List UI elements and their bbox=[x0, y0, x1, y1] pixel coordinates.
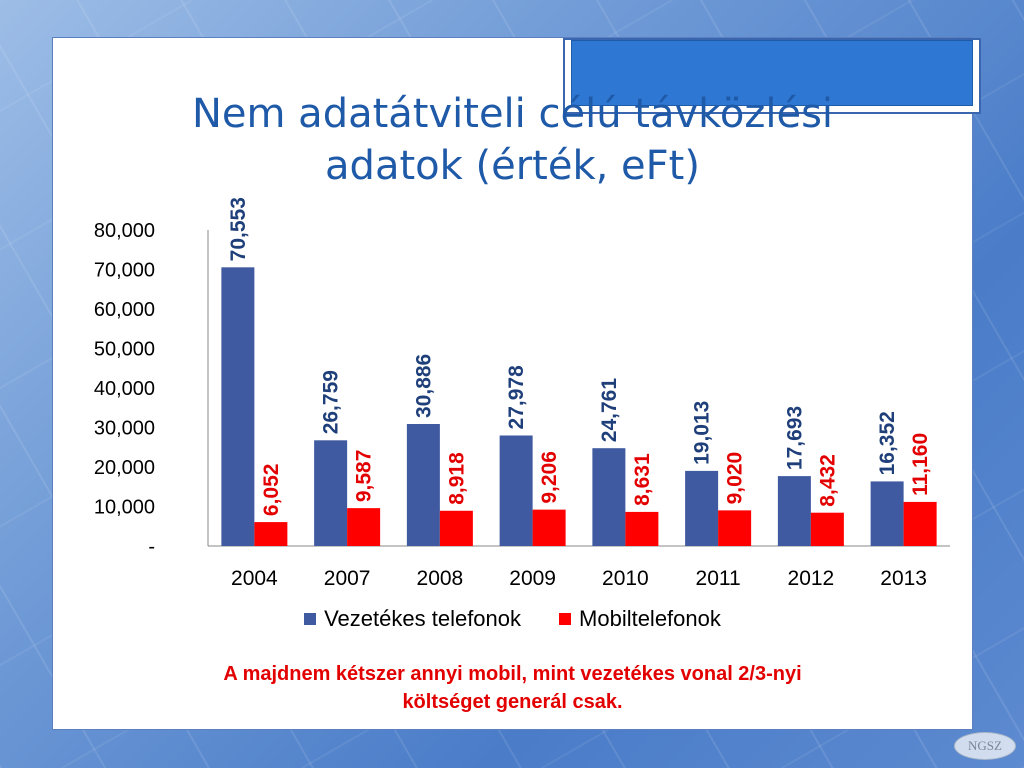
bar-mobile bbox=[718, 510, 752, 546]
legend-swatch-mobile bbox=[559, 613, 572, 625]
y-tick-label: 10,000 bbox=[94, 497, 155, 519]
legend-label-mobile: Mobiltelefonok bbox=[579, 606, 721, 631]
y-tick-label: - bbox=[148, 536, 155, 558]
slide-title: Nem adatátviteli célú távközlési adatok … bbox=[52, 88, 973, 192]
note-line-1: A majdnem kétszer annyi mobil, mint veze… bbox=[223, 663, 802, 685]
data-label-landline: 30,886 bbox=[412, 354, 435, 418]
x-tick-label: 2013 bbox=[880, 567, 927, 590]
data-label-landline: 19,013 bbox=[691, 401, 714, 465]
x-tick-label: 2012 bbox=[788, 567, 835, 590]
x-tick-label: 2004 bbox=[231, 567, 278, 590]
data-label-mobile: 9,206 bbox=[538, 451, 561, 504]
bar-landline bbox=[314, 440, 348, 546]
data-label-landline: 16,352 bbox=[876, 411, 899, 475]
x-tick-label: 2010 bbox=[602, 567, 649, 590]
data-label-mobile: 8,918 bbox=[445, 452, 468, 505]
data-label-landline: 26,759 bbox=[320, 370, 343, 434]
data-label-mobile: 6,052 bbox=[260, 464, 283, 517]
legend-item-landline: Vezetékes telefonok bbox=[304, 606, 521, 632]
data-label-mobile: 9,020 bbox=[724, 452, 747, 505]
data-label-landline: 70,553 bbox=[227, 197, 250, 261]
bar-landline bbox=[499, 435, 533, 546]
y-tick-label: 70,000 bbox=[94, 260, 155, 282]
data-label-mobile: 8,432 bbox=[816, 454, 839, 507]
y-tick-label: 60,000 bbox=[94, 299, 155, 321]
bar-mobile bbox=[439, 510, 473, 546]
x-tick-label: 2007 bbox=[324, 567, 371, 590]
y-tick-label: 80,000 bbox=[94, 220, 155, 242]
bar-mobile bbox=[532, 509, 566, 546]
legend-item-mobile: Mobiltelefonok bbox=[559, 606, 721, 632]
data-label-mobile: 8,631 bbox=[631, 453, 654, 506]
title-line-1: Nem adatátviteli célú távközlési bbox=[191, 91, 834, 137]
y-tick-label: 30,000 bbox=[94, 418, 155, 440]
note-line-2: költséget generál csak. bbox=[402, 691, 623, 713]
bar-mobile bbox=[810, 512, 844, 546]
bar-landline bbox=[406, 424, 440, 546]
legend-label-landline: Vezetékes telefonok bbox=[324, 606, 522, 631]
legend-swatch-landline bbox=[304, 613, 317, 625]
bar-landline bbox=[221, 267, 255, 546]
bar-mobile bbox=[625, 511, 659, 546]
conclusion-note: A majdnem kétszer annyi mobil, mint veze… bbox=[52, 660, 973, 716]
bar-landline bbox=[777, 476, 811, 546]
ngsz-logo: NGSZ bbox=[954, 732, 1016, 760]
bar-mobile bbox=[903, 501, 937, 546]
y-tick-label: 50,000 bbox=[94, 339, 155, 361]
bar-landline bbox=[685, 470, 719, 546]
data-label-landline: 27,978 bbox=[505, 365, 528, 430]
slide-panel bbox=[52, 37, 981, 730]
y-tick-label: 40,000 bbox=[94, 378, 155, 400]
bar-mobile bbox=[254, 522, 288, 546]
y-tick-label: 20,000 bbox=[94, 457, 155, 479]
bar-landline bbox=[870, 481, 904, 546]
bar-mobile bbox=[347, 508, 381, 546]
data-label-landline: 17,693 bbox=[783, 406, 806, 470]
chart-legend: Vezetékes telefonok Mobiltelefonok bbox=[52, 606, 973, 632]
bar-landline bbox=[592, 448, 626, 546]
data-label-landline: 24,761 bbox=[598, 378, 621, 443]
title-line-2: adatok (érték, eFt) bbox=[325, 143, 700, 189]
header-decoration-fill bbox=[571, 40, 973, 106]
x-tick-label: 2009 bbox=[509, 567, 556, 590]
data-label-mobile: 9,587 bbox=[353, 450, 376, 503]
x-tick-label: 2008 bbox=[417, 567, 464, 590]
header-decoration bbox=[563, 38, 981, 114]
x-tick-label: 2011 bbox=[696, 567, 741, 590]
data-label-mobile: 11,160 bbox=[909, 433, 932, 496]
